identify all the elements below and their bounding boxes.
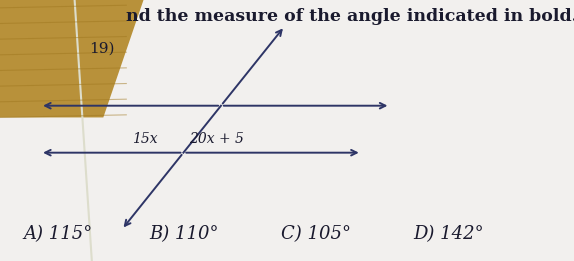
Text: C) 105°: C) 105° — [281, 225, 351, 243]
Text: 15x: 15x — [132, 132, 157, 146]
Text: D) 142°: D) 142° — [413, 225, 484, 243]
Text: nd the measure of the angle indicated in bold.: nd the measure of the angle indicated in… — [126, 8, 574, 25]
Polygon shape — [0, 0, 144, 117]
Text: B) 110°: B) 110° — [149, 225, 219, 243]
Text: A) 115°: A) 115° — [23, 225, 92, 243]
Text: 19): 19) — [89, 42, 114, 56]
Text: 20x + 5: 20x + 5 — [189, 132, 244, 146]
